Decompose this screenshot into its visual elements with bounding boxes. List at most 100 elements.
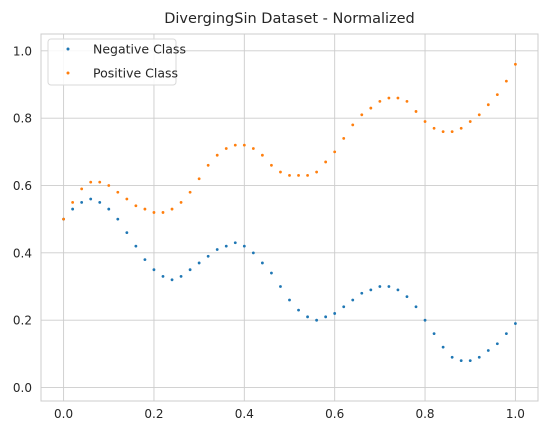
data-point [414, 305, 418, 309]
data-point [288, 298, 291, 302]
data-point [414, 110, 418, 113]
x-axis-ticks: 0.0 0.2 0.4 0.6 0.8 1.0 [54, 407, 525, 421]
data-point [71, 207, 75, 211]
x-tick-label: 0.4 [235, 407, 254, 421]
legend-marker-negative [66, 47, 70, 51]
data-point [143, 258, 147, 261]
data-point [477, 355, 481, 359]
legend-label-positive: Positive Class [93, 66, 178, 81]
data-point [242, 143, 246, 147]
data-point [134, 204, 138, 208]
data-point [450, 355, 454, 359]
data-point [306, 315, 309, 319]
data-point [378, 285, 382, 288]
data-points [62, 62, 517, 362]
data-point [98, 180, 102, 184]
data-point [315, 318, 319, 322]
data-point [324, 315, 328, 319]
data-point [80, 187, 84, 191]
data-point [279, 285, 282, 288]
y-tick-label: 0.8 [13, 112, 32, 126]
data-point [432, 126, 436, 130]
data-point [495, 342, 499, 346]
data-point [251, 251, 255, 255]
data-point [342, 305, 346, 309]
x-tick-label: 0.2 [144, 407, 163, 421]
x-tick-label: 0.6 [325, 407, 344, 421]
data-point [98, 200, 102, 204]
data-point [405, 295, 409, 299]
data-point [306, 174, 309, 177]
legend: Negative Class Positive Class [47, 38, 186, 86]
data-point [477, 113, 481, 117]
data-point [215, 153, 219, 157]
data-point [206, 254, 210, 258]
data-point [80, 200, 84, 204]
data-point [134, 244, 138, 248]
data-point [251, 147, 255, 150]
data-point [125, 197, 129, 201]
data-point [233, 241, 237, 245]
data-point [396, 96, 400, 100]
data-point [260, 153, 264, 157]
data-point [324, 160, 328, 164]
series-negative [62, 197, 517, 362]
data-point [504, 79, 508, 83]
data-point [342, 136, 346, 140]
data-point [188, 268, 192, 272]
data-point [369, 106, 373, 110]
x-tick-label: 0.8 [415, 407, 434, 421]
data-point [369, 288, 373, 292]
data-point [288, 174, 291, 177]
legend-marker-positive [66, 71, 70, 75]
data-point [459, 126, 463, 130]
data-point [387, 285, 391, 288]
y-tick-label: 0.6 [13, 179, 32, 193]
data-point [315, 170, 319, 174]
data-point [441, 130, 445, 134]
data-point [514, 62, 517, 66]
data-point [486, 349, 490, 352]
data-point [188, 190, 192, 194]
data-point [360, 113, 364, 117]
data-point [270, 271, 273, 275]
data-point [215, 248, 219, 251]
y-tick-label: 1.0 [13, 44, 32, 58]
data-point [152, 211, 156, 214]
data-point [179, 275, 183, 278]
data-point [143, 207, 147, 211]
data-point [450, 130, 454, 134]
data-point [351, 298, 355, 302]
data-point [206, 163, 210, 167]
data-point [197, 261, 201, 265]
x-tick-label: 1.0 [506, 407, 525, 421]
data-point [62, 217, 65, 221]
data-point [242, 244, 246, 248]
data-point [396, 288, 400, 292]
data-point [423, 318, 427, 322]
data-point [116, 190, 120, 194]
data-point [495, 93, 499, 97]
y-tick-label: 0.4 [13, 246, 32, 260]
y-tick-label: 0.0 [13, 381, 32, 395]
data-point [224, 244, 228, 248]
data-point [351, 123, 355, 127]
data-point [260, 261, 264, 265]
data-point [179, 200, 183, 204]
series-positive [62, 62, 517, 221]
data-point [116, 217, 120, 221]
data-point [378, 99, 382, 103]
data-point [161, 211, 165, 214]
data-point [441, 345, 445, 349]
grid-lines [41, 34, 538, 401]
data-point [514, 322, 517, 325]
data-point [233, 143, 237, 147]
data-point [405, 99, 409, 103]
data-point [423, 120, 427, 123]
data-point [468, 120, 472, 123]
data-point [432, 332, 436, 336]
data-point [297, 174, 300, 177]
plot-frame [40, 33, 539, 402]
data-point [125, 231, 129, 235]
